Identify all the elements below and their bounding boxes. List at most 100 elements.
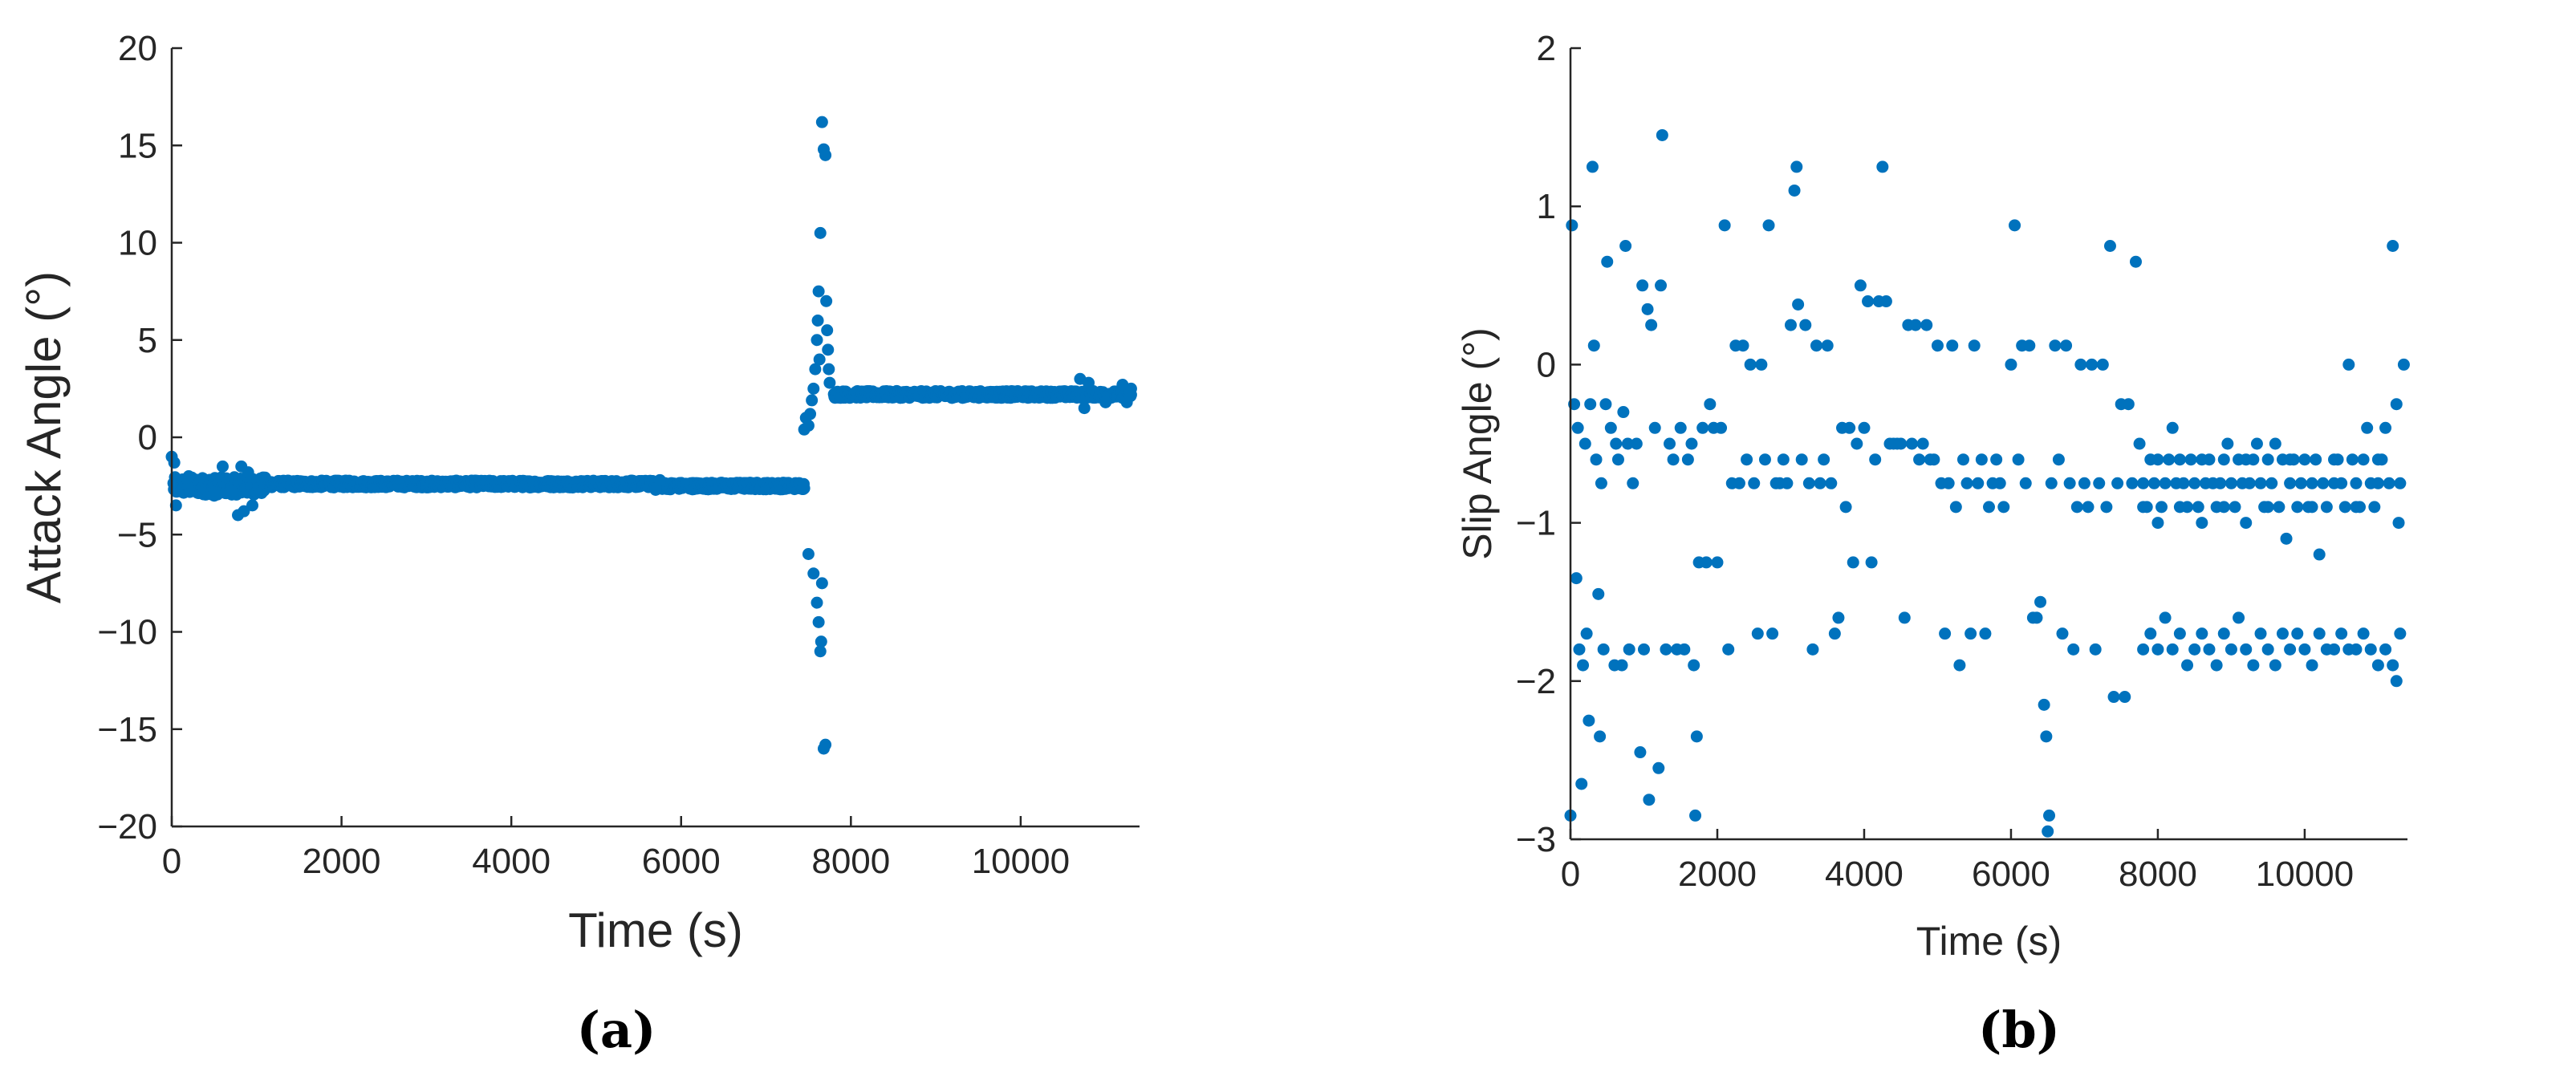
data-point (2243, 477, 2256, 489)
data-point (819, 148, 832, 161)
data-point (1617, 406, 1630, 419)
x-tick-label: 0 (1561, 855, 1580, 894)
data-point (1799, 319, 1812, 331)
data-point (2269, 659, 2281, 672)
data-point (1571, 421, 1584, 434)
data-point (1979, 627, 1992, 640)
data-point (1818, 453, 1830, 466)
data-point (2173, 453, 2186, 466)
data-point (1858, 421, 1871, 434)
chart-panel-b: 0 2000 4000 6000 8000 10000 −3 −2 −1 0 1 2 Time (s)… (1455, 29, 2410, 1059)
data-point (1637, 643, 1650, 656)
x-tick-label: 4000 (1825, 855, 1904, 894)
data-point (1619, 240, 1632, 252)
data-point (2371, 659, 2384, 672)
data-point (2221, 437, 2234, 450)
data-point (2217, 627, 2230, 640)
data-point (1942, 477, 1955, 489)
data-point (1909, 319, 1922, 331)
x-tick-label: 10000 (972, 842, 1070, 881)
data-point (823, 376, 836, 389)
data-point (2151, 453, 2164, 466)
data-point (2364, 643, 2377, 656)
data-point (225, 485, 238, 498)
data-point (2151, 517, 2164, 530)
data-point (1821, 339, 1834, 352)
data-point (2350, 501, 2363, 514)
data-point (2045, 477, 2058, 489)
data-point (1577, 659, 1590, 672)
data-point (2137, 501, 2150, 514)
data-point (2346, 453, 2359, 466)
data-point (815, 116, 828, 128)
data-point (1990, 453, 2003, 466)
data-point (2034, 595, 2047, 608)
data-point (1655, 279, 1668, 292)
x-tick-label: 8000 (2119, 855, 2197, 894)
data-point (1674, 421, 1687, 434)
data-point (2067, 643, 2080, 656)
x-tick-label: 4000 (472, 842, 551, 881)
data-point (1611, 453, 1624, 466)
data-point (2254, 477, 2267, 489)
data-point (1645, 319, 1658, 331)
data-point (2276, 627, 2289, 640)
data-point (2394, 627, 2407, 640)
data-point (2082, 501, 2095, 514)
data-point (815, 635, 827, 648)
data-point (2273, 501, 2285, 514)
data-point (1949, 501, 1962, 514)
data-point (1615, 659, 1628, 672)
data-point (1704, 398, 1717, 411)
data-point (1681, 453, 1694, 466)
y-tick-label: −15 (97, 710, 157, 749)
y-tick-label: 0 (138, 418, 157, 457)
data-point (1965, 627, 1977, 640)
y-tick-label: −2 (1516, 662, 1556, 701)
data-point (1895, 437, 1908, 450)
data-point (2335, 627, 2348, 640)
data-point (2390, 675, 2403, 688)
data-point (2320, 501, 2333, 514)
data-point (1573, 643, 1586, 656)
data-point (2294, 477, 2307, 489)
data-point (2229, 501, 2241, 514)
data-point (1643, 794, 1656, 806)
data-point (1601, 255, 1614, 268)
data-point (814, 645, 827, 658)
data-point (1566, 219, 1579, 232)
data-point (1939, 627, 1952, 640)
data-point (821, 324, 834, 337)
data-point (2225, 477, 2237, 489)
data-point (812, 615, 825, 628)
axes-a: 0 2000 4000 6000 8000 10000 −20 −15 −10 −5 0 5 10 15 2… (97, 29, 1140, 881)
data-point (2368, 501, 2381, 514)
data-point (1814, 477, 1826, 489)
data-point (1634, 746, 1647, 759)
data-point (2240, 517, 2253, 530)
x-axis-label-a: Time (s) (568, 903, 743, 957)
data-point (1946, 339, 1959, 352)
chart-panel-a: 0 2000 4000 6000 8000 10000 −20 −15 −10 −5 0 5 10 15 2… (17, 29, 1140, 1059)
data-point (649, 483, 662, 496)
data-point (1688, 659, 1700, 672)
data-point (1690, 730, 1703, 743)
data-point (2284, 643, 2297, 656)
data-point (2159, 477, 2172, 489)
data-point (1579, 437, 1591, 450)
data-point (1711, 556, 1724, 569)
data-point (2397, 358, 2410, 371)
x-tick-label: 2000 (1678, 855, 1757, 894)
data-point (2379, 421, 2392, 434)
data-point (815, 577, 828, 590)
data-point (1751, 627, 1764, 640)
axes-b: 0 2000 4000 6000 8000 10000 −3 −2 −1 0 1 2 (1516, 29, 2407, 894)
data-point (811, 315, 824, 327)
data-point (1660, 643, 1672, 656)
data-point (2137, 477, 2150, 489)
data-point (2038, 698, 2050, 711)
data-point (2188, 477, 2201, 489)
data-point (1696, 421, 1709, 434)
data-point (1931, 339, 1944, 352)
data-point (2111, 477, 2124, 489)
